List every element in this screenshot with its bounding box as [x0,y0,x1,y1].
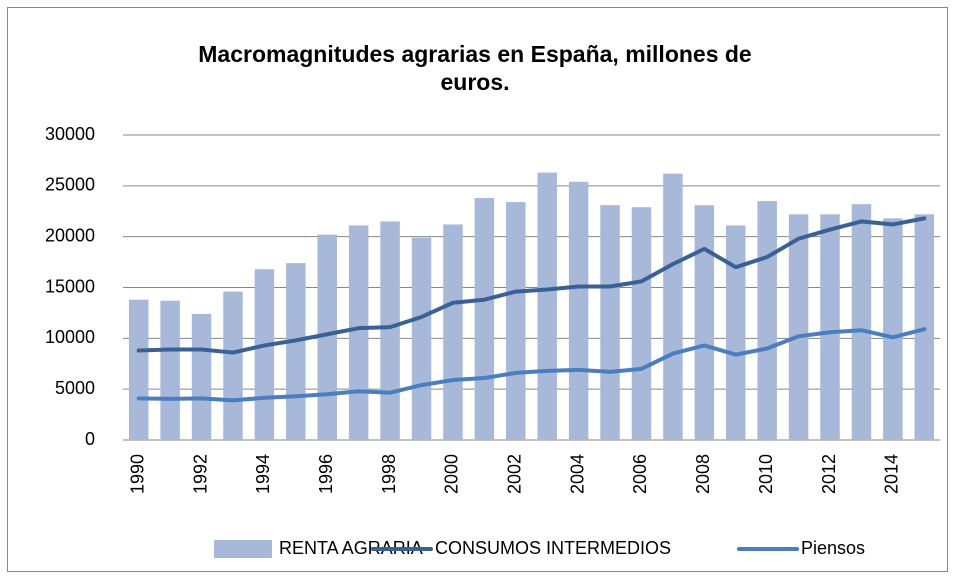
y-tick-label: 25000 [45,175,95,195]
y-tick-label: 20000 [45,225,95,245]
bar [380,221,400,440]
line [136,327,927,403]
x-tick-label: 2004 [567,454,587,494]
bar [317,234,337,440]
x-tick-label: 1996 [316,454,336,494]
bar [474,198,495,440]
bar [600,205,620,440]
bar [726,225,746,440]
bar [851,204,872,440]
x-tick-label: 2010 [756,454,776,494]
bar [694,205,715,440]
legend-swatch [214,540,272,558]
x-tick-label: 1990 [127,454,147,494]
x-tick-label: 2014 [882,454,902,494]
bar [254,269,275,440]
bar [506,202,526,440]
bar [443,224,463,440]
x-tick-label: 2008 [693,454,713,494]
x-tick-label: 2006 [630,454,650,494]
y-tick-label: 15000 [45,276,95,296]
bar [411,237,432,440]
bar [348,225,369,440]
y-tick-label: 5000 [55,378,95,398]
bar [788,214,809,440]
bar [128,299,149,440]
y-tick-label: 30000 [45,124,95,144]
x-tick-label: 1998 [379,454,399,494]
legend-label: RENTA AGRARIA [279,538,423,558]
bar [223,291,243,440]
bar [160,300,180,440]
legend-label: Piensos [801,538,865,558]
bar [286,263,306,440]
x-tick-label: 2000 [442,454,462,494]
bar [883,218,903,440]
y-tick-label: 0 [85,429,95,449]
x-tick-label: 2002 [505,454,525,494]
x-tick-label: 1994 [253,454,273,494]
bar [757,201,777,440]
line [136,216,927,355]
y-tick-label: 10000 [45,327,95,347]
bar [820,214,840,440]
bar [914,214,935,440]
x-tick-label: 2012 [819,454,839,494]
bar [663,173,683,440]
legend-label: CONSUMOS INTERMEDIOS [435,538,671,558]
bar [537,172,557,440]
chart-title: Macromagnitudes agrarias en España, mill… [198,41,752,95]
bar [631,207,652,440]
x-tick-label: 1992 [190,454,210,494]
bar [568,181,589,440]
bar [191,313,212,440]
